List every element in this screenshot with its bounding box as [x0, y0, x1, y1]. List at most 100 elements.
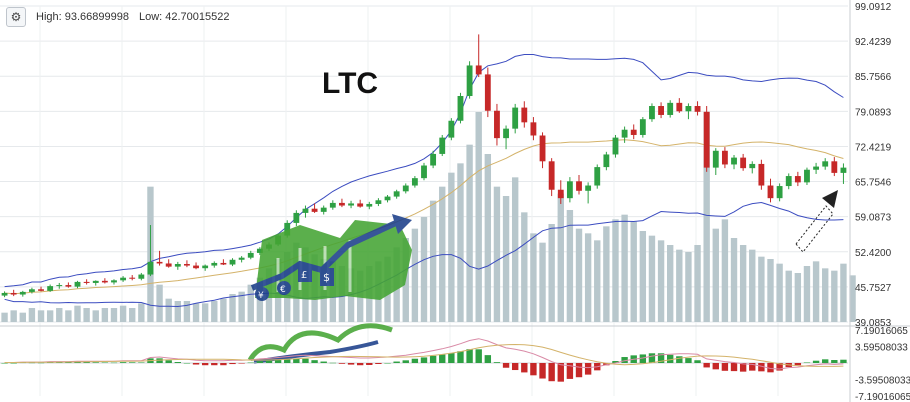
- volume-bar: [849, 275, 856, 322]
- macd-histogram-bar: [739, 363, 747, 372]
- price-tick-label: 45.7527: [855, 283, 892, 294]
- macd-panel: [0, 338, 848, 382]
- candle-body: [639, 119, 646, 135]
- candle-body: [384, 196, 391, 201]
- volume-bar: [685, 252, 692, 322]
- volume-bar: [539, 242, 546, 322]
- macd-histogram-bar: [539, 363, 546, 379]
- volume-bar: [448, 172, 455, 322]
- macd-histogram-bar: [366, 363, 373, 365]
- candle-body: [576, 181, 582, 191]
- volume-bar: [129, 308, 136, 322]
- macd-histogram-bar: [749, 363, 756, 371]
- low-value: Low: 42.70015522: [138, 11, 230, 23]
- volume-bar: [630, 221, 637, 322]
- candle-body: [421, 165, 427, 179]
- candle-body: [92, 280, 99, 283]
- macd-histogram-bar: [320, 361, 327, 363]
- candle-body: [366, 203, 373, 207]
- candle-body: [475, 65, 482, 75]
- macd-histogram-bar: [566, 363, 574, 379]
- svg-text:£: £: [301, 270, 307, 281]
- macd-histogram-bar: [247, 362, 254, 364]
- volume-bar: [28, 308, 36, 322]
- volume-bar: [475, 112, 482, 322]
- macd-histogram-bar: [575, 363, 583, 378]
- volume-bar: [785, 270, 792, 322]
- candle-body: [229, 259, 236, 265]
- volume-bar: [19, 312, 26, 322]
- volume-bar: [138, 303, 145, 322]
- candle-body: [411, 178, 418, 186]
- volume-bar: [584, 233, 592, 322]
- macd-histogram-bar: [685, 358, 692, 363]
- candle-body: [348, 203, 354, 206]
- macd-tick-label: -3.59508033: [855, 376, 910, 387]
- candle-body: [804, 169, 810, 183]
- volume-bar: [557, 193, 564, 322]
- volume-bar: [621, 214, 628, 322]
- volume-bar: [694, 245, 701, 322]
- candle-body: [822, 161, 829, 167]
- signal-line: [4, 343, 844, 367]
- macd-histogram-bar: [375, 363, 382, 364]
- macd-histogram-bar: [758, 363, 765, 372]
- macd-histogram-bar: [110, 362, 118, 364]
- volume-bar: [749, 249, 756, 322]
- candle-body: [375, 200, 382, 204]
- macd-histogram-bar: [603, 363, 610, 366]
- macd-histogram-bar: [274, 359, 282, 363]
- macd-histogram-bar: [411, 358, 419, 363]
- candle-body: [630, 129, 637, 135]
- macd-histogram-bar: [338, 363, 346, 364]
- candle-body: [120, 277, 127, 281]
- candle-body: [494, 110, 500, 139]
- macd-histogram-bar: [557, 363, 564, 382]
- volume-bar: [466, 144, 473, 322]
- macd-histogram-bar: [28, 362, 36, 364]
- candle-body: [402, 185, 409, 192]
- candle-body: [740, 157, 747, 169]
- macd-histogram-bar: [174, 362, 181, 363]
- volume-bar: [566, 210, 574, 322]
- candle-body: [603, 154, 610, 168]
- candle-body: [621, 129, 628, 138]
- macd-histogram-bar: [329, 362, 337, 364]
- macd-line: [4, 338, 844, 370]
- candle-body: [284, 222, 291, 236]
- volume-bar: [247, 284, 254, 322]
- macd-histogram-bar: [201, 363, 209, 366]
- macd-histogram-bar: [65, 362, 72, 363]
- svg-text:€: €: [280, 285, 286, 295]
- candle-body: [566, 181, 573, 199]
- macd-histogram-bar: [229, 363, 236, 365]
- volume-bar: [712, 228, 719, 322]
- candle-body: [767, 185, 774, 199]
- candle-body: [530, 122, 537, 136]
- candle-body: [721, 150, 728, 165]
- candle-body: [448, 120, 455, 138]
- volume-bar: [548, 224, 555, 322]
- volume-bar: [92, 310, 99, 322]
- macd-histogram-bar: [220, 363, 227, 366]
- volume-bar: [46, 310, 54, 322]
- candle-body: [439, 137, 446, 154]
- candle-body: [831, 161, 838, 173]
- macd-histogram-bar: [521, 363, 528, 373]
- settings-button[interactable]: ⚙: [6, 7, 26, 27]
- macd-histogram-bar: [612, 361, 619, 363]
- macd-histogram-bar: [1, 363, 8, 364]
- price-tick-label: 92.4239: [855, 37, 892, 48]
- candle-body: [28, 289, 35, 292]
- candle-body: [165, 263, 172, 267]
- macd-histogram-bar: [256, 361, 264, 363]
- volume-bar: [183, 301, 191, 322]
- volume-bar: [511, 177, 519, 322]
- price-tick-label: 39.0853: [855, 318, 892, 329]
- candle-body: [776, 186, 783, 199]
- volume-bar: [110, 308, 118, 322]
- candle-body: [111, 280, 117, 283]
- macd-histogram-bar: [129, 362, 136, 363]
- macd-histogram-bar: [356, 363, 364, 366]
